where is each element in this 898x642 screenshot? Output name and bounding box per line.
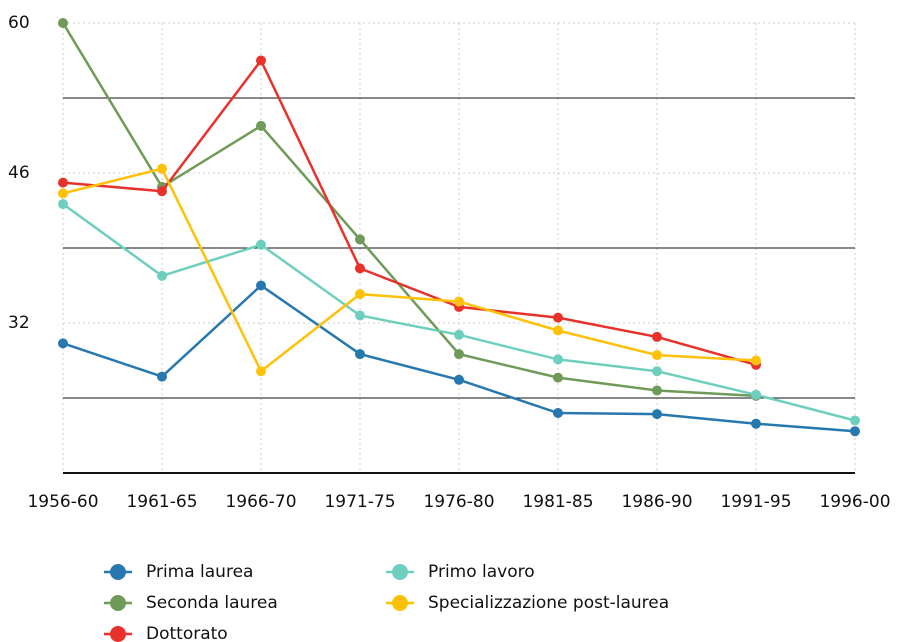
x-tick-label: 1956-60 bbox=[27, 492, 98, 512]
legend-marker bbox=[392, 595, 408, 611]
point bbox=[256, 280, 266, 291]
point bbox=[58, 188, 68, 199]
point bbox=[850, 426, 860, 437]
point bbox=[58, 338, 68, 349]
x-tick-label: 1996-00 bbox=[819, 492, 890, 512]
point bbox=[454, 329, 464, 340]
y-tick-label: 46 bbox=[8, 163, 30, 183]
point bbox=[58, 18, 68, 28]
x-tick-label: 1986-90 bbox=[621, 492, 692, 512]
point bbox=[553, 408, 563, 418]
point bbox=[157, 371, 167, 382]
point bbox=[652, 331, 662, 342]
x-tick-label: 1966-70 bbox=[225, 492, 296, 512]
point bbox=[157, 186, 167, 197]
point bbox=[751, 389, 761, 400]
point bbox=[553, 372, 563, 383]
point bbox=[157, 163, 167, 174]
legend-label: Seconda laurea bbox=[146, 593, 278, 613]
point bbox=[355, 289, 365, 300]
point bbox=[652, 350, 662, 361]
legend-label: Prima laurea bbox=[146, 562, 253, 582]
legend-marker bbox=[392, 564, 408, 580]
point bbox=[553, 325, 563, 336]
point bbox=[355, 263, 365, 274]
point bbox=[256, 120, 266, 131]
legend-label: Primo lavoro bbox=[428, 562, 535, 582]
point bbox=[355, 349, 365, 360]
point bbox=[256, 239, 266, 250]
point bbox=[652, 385, 662, 396]
point bbox=[553, 354, 563, 365]
legend-label: Dottorato bbox=[146, 624, 228, 642]
point bbox=[454, 374, 464, 385]
point bbox=[58, 177, 68, 188]
point bbox=[157, 270, 167, 281]
legend-marker bbox=[110, 595, 126, 611]
series-line bbox=[62, 167, 757, 374]
x-tick-label: 1976-80 bbox=[423, 492, 494, 512]
point bbox=[553, 312, 563, 323]
point bbox=[652, 409, 662, 420]
point bbox=[58, 199, 68, 210]
x-tick-label: 1971-75 bbox=[324, 492, 395, 512]
y-tick-label: 60 bbox=[8, 13, 30, 33]
point bbox=[454, 296, 464, 307]
x-tick-label: 1961-65 bbox=[126, 492, 197, 512]
point bbox=[850, 415, 860, 426]
point bbox=[751, 418, 761, 429]
legend-marker bbox=[110, 564, 126, 580]
y-tick-label: 32 bbox=[8, 313, 30, 333]
point bbox=[652, 366, 662, 377]
series-line bbox=[62, 58, 757, 366]
x-tick-label: 1991-95 bbox=[720, 492, 791, 512]
legend-marker bbox=[110, 626, 126, 642]
series-line bbox=[61, 22, 757, 398]
point bbox=[256, 55, 266, 66]
x-tick-label: 1981-85 bbox=[522, 492, 593, 512]
legend-label: Specializzazione post-laurea bbox=[428, 593, 669, 613]
point bbox=[751, 355, 761, 366]
point bbox=[256, 366, 266, 377]
point bbox=[454, 349, 464, 360]
point bbox=[355, 310, 365, 321]
point bbox=[355, 234, 365, 245]
